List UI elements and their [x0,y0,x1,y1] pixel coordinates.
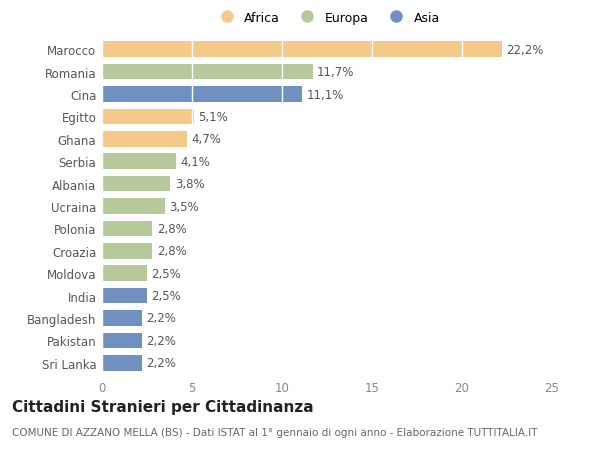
Text: 4,7%: 4,7% [191,133,221,146]
Text: 2,2%: 2,2% [146,357,176,369]
Text: 2,2%: 2,2% [146,312,176,325]
Text: 4,1%: 4,1% [181,156,210,168]
Text: 2,8%: 2,8% [157,223,187,235]
Text: 5,1%: 5,1% [198,111,228,123]
Text: 3,5%: 3,5% [170,200,199,213]
Bar [102,266,147,281]
Text: COMUNE DI AZZANO MELLA (BS) - Dati ISTAT al 1° gennaio di ogni anno - Elaborazio: COMUNE DI AZZANO MELLA (BS) - Dati ISTAT… [12,427,538,437]
Text: 11,1%: 11,1% [307,88,344,101]
Bar [102,176,170,192]
Bar [102,243,152,259]
Text: 2,8%: 2,8% [157,245,187,257]
Text: 11,7%: 11,7% [317,66,355,79]
Bar [102,333,142,348]
Bar [102,109,194,125]
Bar [102,310,142,326]
Bar [102,199,165,214]
Text: 3,8%: 3,8% [175,178,205,190]
Bar [102,154,176,170]
Text: 2,2%: 2,2% [146,334,176,347]
Text: 2,5%: 2,5% [151,267,181,280]
Legend: Africa, Europa, Asia: Africa, Europa, Asia [212,9,443,27]
Bar [102,288,147,304]
Text: 22,2%: 22,2% [506,44,544,56]
Bar [102,355,142,371]
Text: 2,5%: 2,5% [151,290,181,302]
Bar [102,42,502,58]
Bar [102,87,302,103]
Bar [102,132,187,147]
Bar [102,65,313,80]
Bar [102,221,152,237]
Text: Cittadini Stranieri per Cittadinanza: Cittadini Stranieri per Cittadinanza [12,399,314,414]
